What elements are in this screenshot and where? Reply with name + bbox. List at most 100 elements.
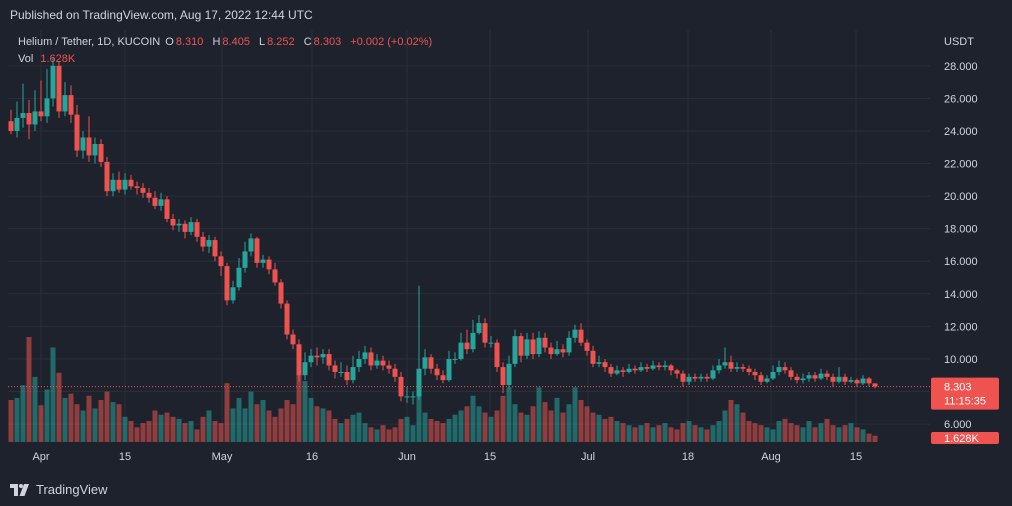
volume-bar bbox=[596, 414, 602, 442]
high-label: H bbox=[212, 36, 221, 48]
candle-body bbox=[650, 365, 656, 369]
candle-body bbox=[122, 179, 128, 190]
candlestick-chart[interactable]: 6.0008.00010.00012.00014.00016.00018.000… bbox=[0, 30, 1012, 472]
volume-value: 1.628K bbox=[40, 53, 76, 65]
volume-bar bbox=[782, 418, 788, 442]
candle-body bbox=[422, 357, 428, 369]
candle-body bbox=[626, 368, 632, 372]
volume-bar bbox=[182, 423, 188, 442]
x-tick-label: 18 bbox=[682, 451, 694, 463]
candle-body bbox=[338, 371, 344, 373]
footer: TradingView bbox=[0, 472, 1012, 506]
volume-bar bbox=[614, 421, 620, 442]
candle-body bbox=[20, 113, 26, 118]
volume-bar bbox=[608, 416, 614, 442]
volume-bar bbox=[26, 337, 32, 442]
volume-bar bbox=[554, 397, 560, 442]
candle-body bbox=[98, 143, 104, 162]
volume-bar bbox=[758, 425, 764, 442]
volume-bar bbox=[368, 427, 374, 442]
volume-bar bbox=[260, 400, 266, 442]
candle-body bbox=[140, 187, 146, 193]
volume-bar bbox=[560, 412, 566, 442]
volume-bar bbox=[50, 347, 56, 442]
candle-body bbox=[668, 365, 674, 371]
volume-bar bbox=[62, 397, 68, 442]
low-value: 8.252 bbox=[267, 36, 295, 48]
candle-body bbox=[242, 251, 248, 268]
volume-bar bbox=[86, 395, 92, 442]
candle-body bbox=[518, 336, 524, 356]
volume-bar bbox=[446, 418, 452, 442]
y-tick-label: 18.000 bbox=[944, 224, 978, 236]
candle-body bbox=[440, 375, 446, 381]
volume-bar bbox=[56, 372, 62, 442]
volume-bar bbox=[194, 429, 200, 442]
candle-body bbox=[272, 269, 278, 283]
volume-bar bbox=[602, 418, 608, 442]
candle-body bbox=[476, 323, 482, 333]
candle-body bbox=[74, 114, 80, 151]
candle-body bbox=[32, 111, 38, 125]
candle-body bbox=[68, 95, 74, 115]
volume-bar bbox=[206, 410, 212, 442]
x-tick-label: May bbox=[212, 451, 233, 463]
volume-bar bbox=[548, 410, 554, 442]
volume-bar bbox=[290, 404, 296, 442]
volume-bar bbox=[482, 412, 488, 442]
volume-bar bbox=[134, 427, 140, 442]
candle-body bbox=[818, 373, 824, 379]
candle-body bbox=[224, 266, 230, 301]
x-tick-label: 15 bbox=[850, 451, 862, 463]
candle-body bbox=[56, 65, 62, 112]
y-tick-label: 14.000 bbox=[944, 289, 978, 301]
candle-body bbox=[776, 367, 782, 372]
y-tick-label: 22.000 bbox=[944, 159, 978, 171]
volume-bar bbox=[398, 418, 404, 442]
y-tick-label: 24.000 bbox=[944, 126, 978, 138]
volume-bar bbox=[788, 423, 794, 442]
candle-body bbox=[38, 111, 44, 117]
y-tick-label: 20.000 bbox=[944, 191, 978, 203]
candle-body bbox=[554, 349, 560, 355]
volume-bar bbox=[836, 427, 842, 442]
candle-body bbox=[758, 375, 764, 382]
volume-bar bbox=[14, 397, 20, 442]
candle-body bbox=[680, 373, 686, 382]
chart-area[interactable]: 6.0008.00010.00012.00014.00016.00018.000… bbox=[0, 30, 1012, 472]
volume-label: Vol bbox=[18, 53, 34, 65]
volume-bar bbox=[146, 421, 152, 442]
candle-body bbox=[590, 350, 596, 364]
volume-bar bbox=[584, 406, 590, 442]
volume-bar bbox=[200, 416, 206, 442]
candle-body bbox=[182, 223, 188, 232]
volume-bar bbox=[74, 404, 80, 442]
candle-body bbox=[800, 378, 806, 381]
candle-body bbox=[374, 360, 380, 366]
tradingview-logo[interactable]: TradingView bbox=[10, 482, 108, 497]
volume-bar bbox=[428, 418, 434, 442]
volume-bar bbox=[8, 400, 14, 442]
candle-body bbox=[302, 362, 308, 376]
volume-bar bbox=[452, 414, 458, 442]
y-tick-label: 6.000 bbox=[944, 419, 972, 431]
candle-body bbox=[350, 367, 356, 381]
volume-bar bbox=[476, 406, 482, 442]
candle-body bbox=[686, 376, 692, 382]
price-tag-countdown: 11:15:35 bbox=[944, 396, 986, 408]
candle-body bbox=[386, 365, 392, 369]
symbol-name: Helium / Tether, 1D, KUCOIN bbox=[18, 36, 161, 48]
volume-bar bbox=[776, 421, 782, 442]
volume-bar bbox=[590, 412, 596, 442]
candle-body bbox=[50, 65, 56, 99]
volume-bar bbox=[728, 400, 734, 442]
open-label: O bbox=[165, 36, 174, 48]
candle-body bbox=[632, 368, 638, 371]
currency-label: USDT bbox=[944, 36, 974, 48]
volume-bar bbox=[164, 412, 170, 442]
volume-bar bbox=[350, 414, 356, 442]
volume-bar bbox=[716, 421, 722, 442]
candle-body bbox=[542, 337, 548, 348]
price-tag-box bbox=[931, 377, 999, 410]
volume-bar bbox=[404, 416, 410, 442]
